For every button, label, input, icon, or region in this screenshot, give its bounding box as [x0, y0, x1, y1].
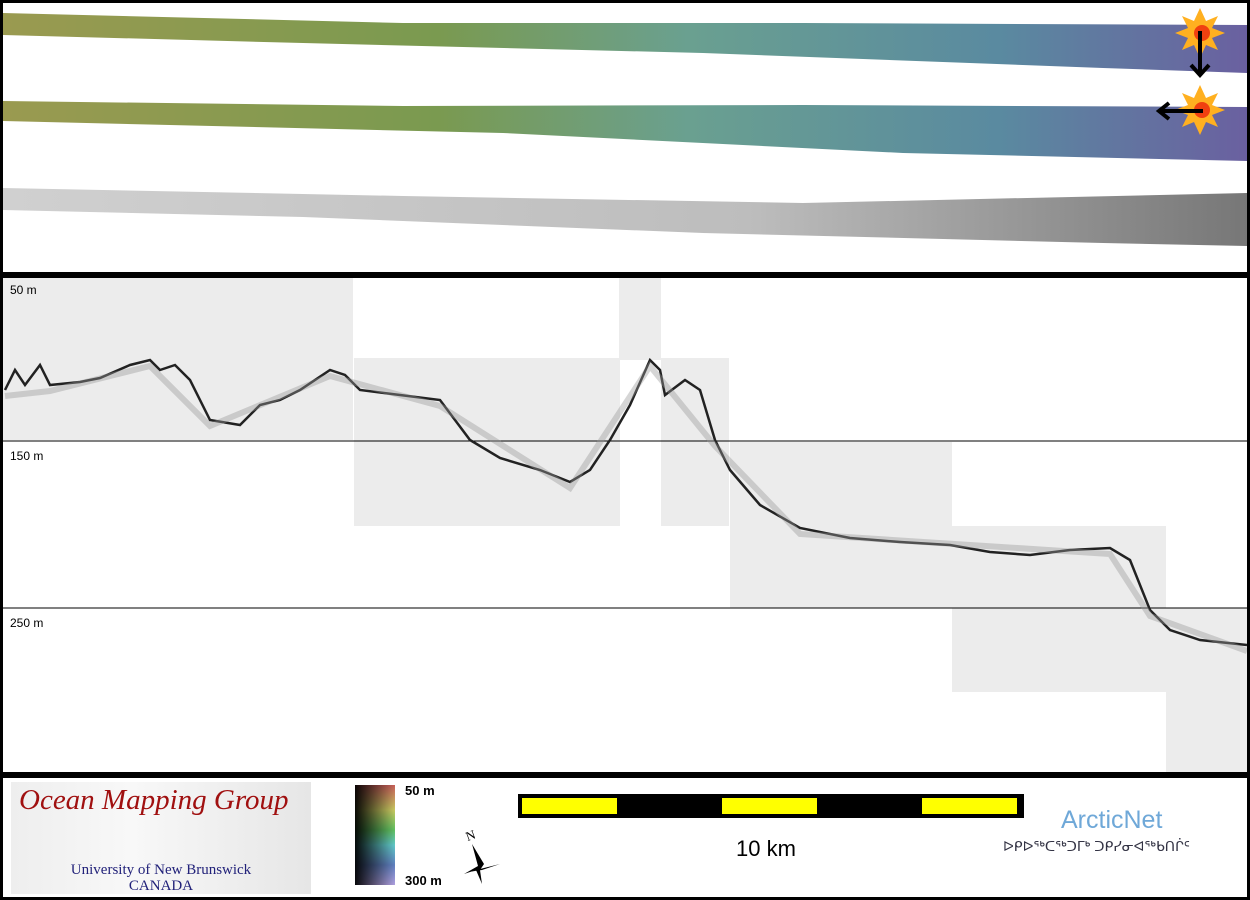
depth-label-50m: 50 m	[10, 283, 37, 297]
swath-strip-backscatter	[3, 188, 1247, 246]
depth-label-250m: 250 m	[10, 616, 44, 630]
scale-bar	[518, 794, 1024, 818]
arcticnet-logo: ArcticNet	[1061, 806, 1163, 834]
logo-country: CANADA	[128, 878, 194, 894]
north-arrow-icon: N	[464, 826, 500, 884]
ocean-mapping-group-logo: Ocean Mapping Group University of New Br…	[11, 782, 311, 894]
arcticnet-syllabics: ᐅᑭᐅᖅᑕᖅᑐᒥᒃ ᑐᑭᓯᓂᐊᖅᑲᑎᒌᑦ	[1003, 838, 1190, 854]
legend-panel: Ocean Mapping Group University of New Br…	[3, 778, 1247, 897]
colorbar-max-label: 300 m	[405, 873, 442, 888]
swath-strip-shaded	[3, 13, 1247, 73]
arrow-left-icon	[1155, 101, 1203, 121]
depth-colorbar	[355, 785, 395, 885]
scale-label: 10 km	[736, 836, 796, 861]
subbottom-profile-panel: 50 m 150 m 250 m	[3, 278, 1247, 772]
colorbar-min-label: 50 m	[405, 783, 435, 798]
profile-data-blocks	[3, 278, 1247, 772]
svg-text:N: N	[464, 826, 479, 844]
arrow-down-icon	[1189, 31, 1211, 78]
logo-title: Ocean Mapping Group	[19, 784, 289, 816]
bathymetry-map-panel	[3, 3, 1247, 272]
logo-university: University of New Brunswick	[70, 862, 252, 878]
depth-label-150m: 150 m	[10, 449, 44, 463]
seismic-profile	[3, 278, 1247, 772]
seafloor-reflector	[3, 357, 1247, 647]
swath-strips	[3, 8, 1247, 246]
swath-strip-colored	[3, 101, 1247, 161]
